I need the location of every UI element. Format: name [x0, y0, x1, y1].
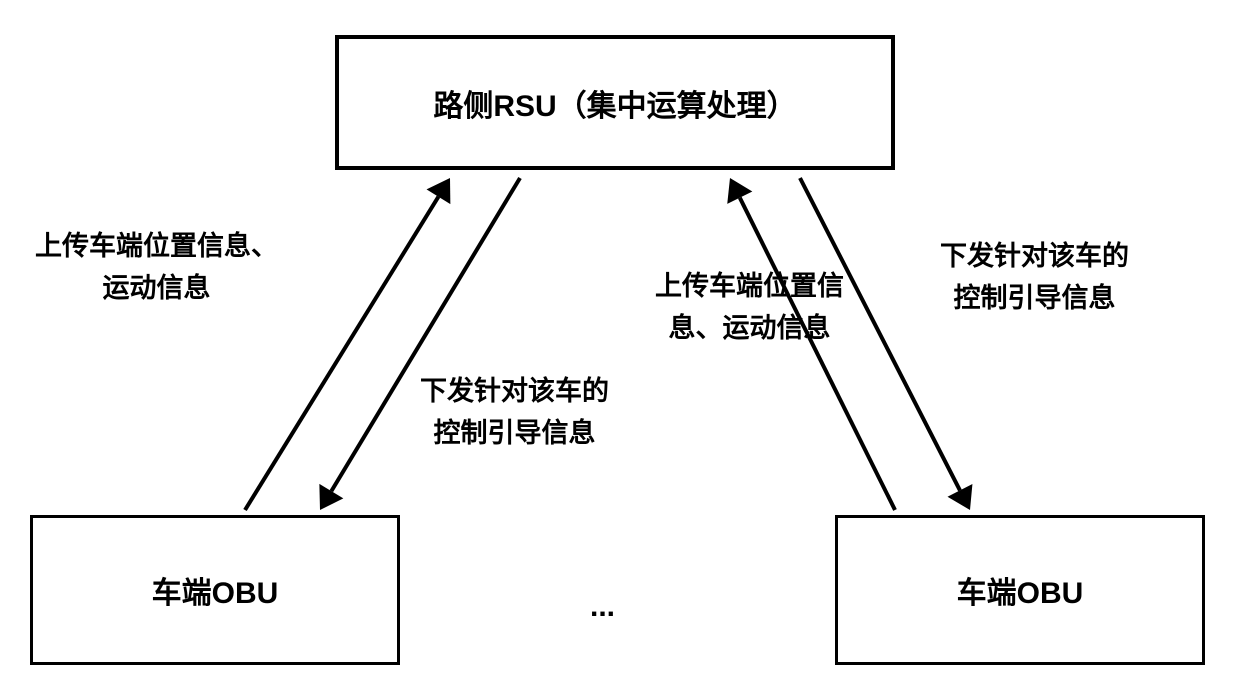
- node-obu-right: 车端OBU: [835, 515, 1205, 665]
- edge-label-left-upload: 上传车端位置信息、 运动信息: [35, 225, 278, 309]
- node-rsu-label: 路侧RSU（集中运算处理）: [433, 81, 796, 125]
- diagram-canvas: 路侧RSU（集中运算处理） 车端OBU 车端OBU 上传车端位置信息、 运动信息…: [0, 0, 1239, 691]
- ellipsis: ...: [590, 590, 615, 624]
- edge-label-right-download: 下发针对该车的 控制引导信息: [940, 235, 1129, 319]
- node-obu-right-label: 车端OBU: [957, 568, 1084, 612]
- node-rsu: 路侧RSU（集中运算处理）: [335, 35, 895, 170]
- edge-label-left-download: 下发针对该车的 控制引导信息: [420, 370, 609, 454]
- node-obu-left-label: 车端OBU: [152, 568, 279, 612]
- edge-label-right-upload: 上传车端位置信 息、运动信息: [655, 265, 844, 349]
- node-obu-left: 车端OBU: [30, 515, 400, 665]
